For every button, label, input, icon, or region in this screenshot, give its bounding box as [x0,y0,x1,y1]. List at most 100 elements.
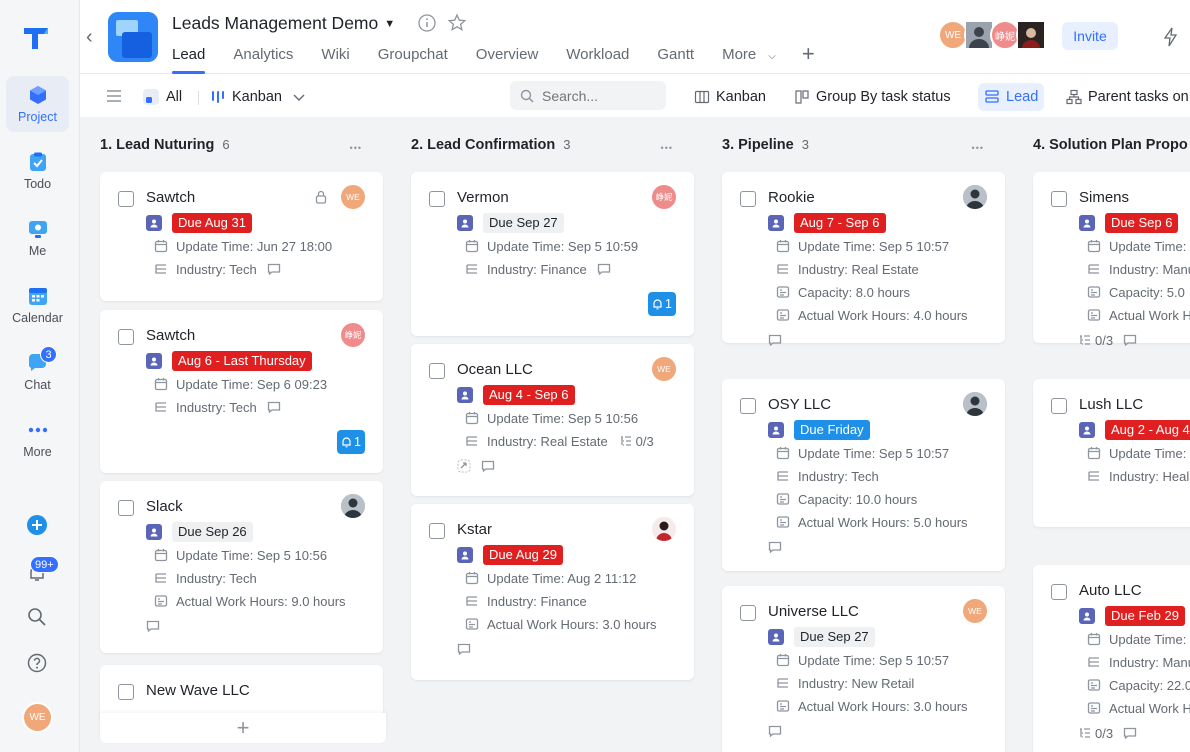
subtask-count[interactable]: 0/3 [1079,726,1113,741]
task-card[interactable]: Ocean LLC WE Aug 4 - Sep 6 Update Time: Sep… [411,344,694,496]
task-title[interactable]: New Wave LLC [146,682,250,699]
task-checkbox[interactable] [740,605,756,621]
search-icon[interactable] [26,606,48,628]
tab-workload[interactable]: Workload [566,46,630,63]
create-plus-icon[interactable] [26,514,48,536]
assignee-avatar[interactable]: WE [341,185,365,209]
subtask-count[interactable]: 0/3 [1079,333,1113,348]
repeat-icon[interactable] [457,459,471,473]
due-date-badge[interactable]: Aug 7 - Sep 6 [794,213,886,233]
task-checkbox[interactable] [1051,191,1067,207]
due-date-badge[interactable]: Due Sep 27 [483,213,564,233]
group-by-button[interactable]: Group By task status [788,83,957,111]
assignee-avatar[interactable] [341,494,365,518]
assignee-avatar[interactable]: 峥妮 [652,185,676,209]
rail-item-me[interactable]: Me [6,210,69,266]
task-card[interactable]: Sawtch WE Due Aug 31 Update Time: Jun 27 18… [100,172,383,301]
task-card[interactable]: Auto LLC Due Feb 29 Update Time: Industry: … [1033,565,1190,752]
comment-icon[interactable] [1123,727,1137,739]
member-avatars[interactable]: WE 峥妮 [938,20,1046,50]
filter-all-dropdown[interactable]: All [136,83,188,111]
rail-item-more[interactable]: More [6,411,69,467]
rail-item-chat[interactable]: 3 Chat [6,344,69,400]
add-card-button[interactable]: + [100,713,386,743]
assignee-avatar[interactable] [963,185,987,209]
user-avatar[interactable]: WE [22,702,53,733]
project-title[interactable]: Leads Management Demo ▼ [172,13,395,34]
lightning-icon[interactable] [1160,26,1182,48]
member-avatar[interactable] [1016,20,1046,50]
tab-wiki[interactable]: Wiki [321,46,350,63]
task-title[interactable]: Sawtch [146,189,196,206]
due-date-badge[interactable]: Due Sep 27 [794,627,875,647]
tab-lead[interactable]: Lead [172,44,206,74]
rail-item-calendar[interactable]: Calendar [6,277,69,333]
member-avatar[interactable] [964,20,994,50]
task-card[interactable]: Rookie Aug 7 - Sep 6 Update Time: Sep 5 10… [722,172,1005,346]
search-input[interactable] [542,87,652,104]
app-logo-icon[interactable] [22,22,52,52]
tab-analytics[interactable]: Analytics [233,46,294,63]
rail-item-todo[interactable]: Todo [6,143,69,199]
subtask-count[interactable]: 0/3 [620,434,654,449]
tab-gantt[interactable]: Gantt [657,46,695,63]
task-checkbox[interactable] [740,398,756,414]
rail-item-project[interactable]: Project [6,76,69,132]
comment-icon[interactable] [597,263,611,275]
task-checkbox[interactable] [118,329,134,345]
column-more-icon[interactable]: ••• [349,143,362,153]
invite-button[interactable]: Invite [1062,22,1118,50]
assignee-avatar[interactable] [963,392,987,416]
add-tab-plus-icon[interactable]: + [801,41,815,66]
comment-icon[interactable] [267,263,281,275]
task-title[interactable]: Slack [146,498,183,515]
comment-icon[interactable] [457,643,471,655]
view-switcher[interactable]: Kanban [204,83,312,111]
due-date-badge[interactable]: Due Sep 6 [1105,213,1179,233]
task-title[interactable]: Simens [1079,189,1130,206]
column-more-icon[interactable]: ••• [660,143,673,153]
task-card[interactable]: Kstar Due Aug 29 Update Time: Aug 2 11:12 I… [411,504,694,680]
comment-icon[interactable] [1123,334,1137,346]
task-checkbox[interactable] [1051,584,1067,600]
task-card[interactable]: Lush LLC Aug 2 - Aug 4 Update Time: Industr… [1033,379,1190,527]
due-date-badge[interactable]: Due Aug 29 [483,545,563,565]
due-date-badge[interactable]: Due Aug 31 [172,213,252,233]
assignee-avatar[interactable] [652,517,676,541]
star-icon[interactable] [446,12,468,34]
info-icon[interactable] [416,12,438,34]
title-dropdown-icon[interactable]: ▼ [384,17,396,30]
task-card[interactable]: Universe LLC WE Due Sep 27 Update Time: Sep… [722,586,1005,752]
task-title[interactable]: Kstar [457,521,493,538]
task-checkbox[interactable] [429,191,445,207]
comment-icon[interactable] [267,401,281,413]
task-title[interactable]: Rookie [768,189,815,206]
comment-icon[interactable] [768,725,782,737]
help-icon[interactable] [26,652,48,674]
kanban-settings-button[interactable]: Kanban [688,83,772,111]
task-checkbox[interactable] [118,191,134,207]
comment-icon[interactable] [768,541,782,553]
comment-icon[interactable] [481,460,495,472]
task-title[interactable]: Lush LLC [1079,396,1144,413]
task-title[interactable]: Auto LLC [1079,582,1142,599]
task-title[interactable]: Ocean LLC [457,361,533,378]
tab-more[interactable]: More ⌵ [722,44,776,74]
task-title[interactable]: Sawtch [146,327,196,344]
task-checkbox[interactable] [118,684,134,700]
reminder-badge[interactable]: 1 [648,292,676,316]
task-checkbox[interactable] [429,363,445,379]
task-card[interactable]: Simens Due Sep 6 Update Time: Industry: Man… [1033,172,1190,348]
task-card[interactable]: OSY LLC Due Friday Update Time: Sep 5 10:5… [722,379,1005,571]
due-date-badge[interactable]: Due Friday [794,420,870,440]
search-box[interactable] [510,81,666,110]
comment-icon[interactable] [146,620,160,632]
due-date-badge[interactable]: Aug 6 - Last Thursday [172,351,312,371]
due-date-badge[interactable]: Due Feb 29 [1105,606,1185,626]
parent-tasks-toggle[interactable]: Parent tasks on [1060,83,1190,111]
menu-icon[interactable] [106,88,122,104]
task-card[interactable]: Sawtch 峥妮 Aug 6 - Last Thursday Update Time… [100,310,383,473]
due-date-badge[interactable]: Aug 2 - Aug 4 [1105,420,1190,440]
column-more-icon[interactable]: ••• [971,143,984,153]
task-checkbox[interactable] [740,191,756,207]
